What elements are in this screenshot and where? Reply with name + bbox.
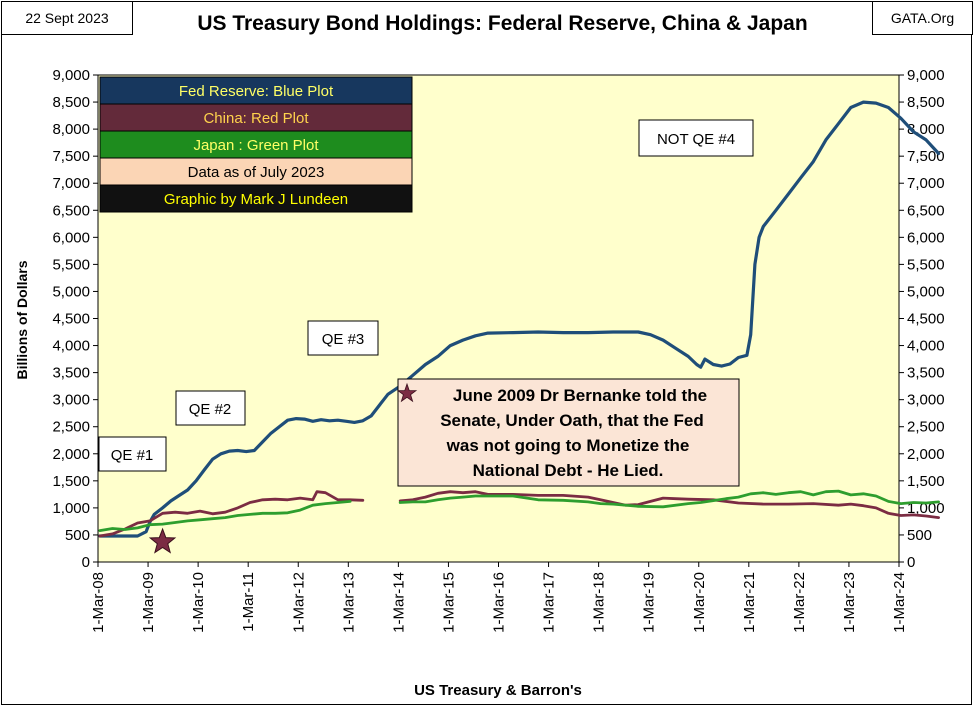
y-tick-label-right: 7,000 <box>907 175 945 192</box>
y-tick-label-left: 8,500 <box>52 94 90 111</box>
x-tick-label: 1-Mar-17 <box>541 572 558 633</box>
qe1-label: QE #1 <box>111 447 154 464</box>
y-tick-label-left: 6,000 <box>52 229 90 246</box>
x-tick-label: 1-Mar-22 <box>791 572 808 633</box>
series-line-japan <box>98 489 940 532</box>
legend-swatch <box>99 130 413 159</box>
y-tick-label-right: 4,500 <box>907 311 945 328</box>
y-axis-left: 0 500 1,000 1,500 2,000 2,500 3,000 3,500 4,000 4… <box>52 67 98 571</box>
bernanke-note: June 2009 Dr Bernanke told the Senate, U… <box>396 378 740 487</box>
x-tick-label: 1-Mar-15 <box>440 572 457 633</box>
series-line-fed-reserve <box>98 100 941 538</box>
bernanke-star-icon <box>148 527 177 554</box>
qe4-label: NOT QE #4 <box>657 131 735 148</box>
source-label: GATA.Org <box>872 1 973 35</box>
note-line-2: Senate, Under Oath, that the Fed <box>440 411 704 430</box>
y-tick-label-right: 1,500 <box>907 473 945 490</box>
y-tick-label-left: 7,500 <box>52 148 90 165</box>
x-tick-label: 1-Mar-14 <box>390 572 407 633</box>
y-tick-label-right: 3,500 <box>907 365 945 382</box>
y-tick-label-left: 4,500 <box>52 311 90 328</box>
qe3-label: QE #3 <box>322 331 365 348</box>
note-line-3: was not going to Monetize the <box>446 436 690 455</box>
y-tick-label-right: 500 <box>907 527 932 544</box>
y-tick-label-left: 500 <box>65 527 90 544</box>
y-tick-label-left: 3,000 <box>52 392 90 409</box>
y-tick-label-left: 2,500 <box>52 419 90 436</box>
legend-entry: Data as of July 2023 <box>188 164 325 181</box>
y-tick-label-left: 2,000 <box>52 446 90 463</box>
annotation-qe1: QE #1 <box>98 436 167 472</box>
x-axis: 1-Mar-08 1-Mar-09 1-Mar-10 1-Mar-11 1-Mar-12… <box>90 562 908 633</box>
legend-entry: Graphic by Mark J Lundeen <box>164 191 348 208</box>
annotation-qe4: NOT QE #4 <box>638 119 754 157</box>
y-axis-right: 0 500 1,000 1,500 2,000 2,500 3,000 3,500 4,000 4… <box>899 67 945 571</box>
x-tick-label: 1-Mar-12 <box>290 572 307 633</box>
x-tick-label: 1-Mar-08 <box>90 572 107 633</box>
y-tick-label-left: 4,000 <box>52 338 90 355</box>
note-star-icon <box>396 382 418 403</box>
y-tick-label-right: 6,500 <box>907 202 945 219</box>
y-tick-label-right: 4,000 <box>907 338 945 355</box>
legend-swatch <box>99 184 413 213</box>
date-label: 22 Sept 2023 <box>1 1 133 35</box>
note-line-4: National Debt - He Lied. <box>473 461 664 480</box>
y-tick-label-right: 5,000 <box>907 283 945 300</box>
qe2-label: QE #2 <box>189 401 232 418</box>
legend-entry: China: Red Plot <box>203 110 309 127</box>
legend-swatch <box>99 76 413 105</box>
x-tick-label: 1-Mar-11 <box>240 572 257 632</box>
y-tick-label-left: 6,500 <box>52 202 90 219</box>
y-tick-label-left: 0 <box>82 554 90 571</box>
x-tick-label: 1-Mar-23 <box>841 572 858 633</box>
x-axis-title: US Treasury & Barron's <box>414 682 582 699</box>
y-tick-label-left: 3,500 <box>52 365 90 382</box>
y-tick-label-left: 5,500 <box>52 256 90 273</box>
y-tick-label-right: 5,500 <box>907 256 945 273</box>
y-tick-label-right: 1,000 <box>907 500 945 517</box>
x-tick-label: 1-Mar-16 <box>491 572 508 633</box>
y-tick-label-right: 6,000 <box>907 229 945 246</box>
annotation-qe2: QE #2 <box>175 390 246 426</box>
x-tick-label: 1-Mar-24 <box>891 572 908 633</box>
legend-swatch <box>99 103 413 132</box>
y-tick-label-right: 9,000 <box>907 67 945 84</box>
legend: Fed Reserve: Blue Plot China: Red Plot Jap… <box>99 76 413 213</box>
x-tick-label: 1-Mar-13 <box>340 572 357 633</box>
y-tick-label-left: 1,500 <box>52 473 90 490</box>
annotation-qe3: QE #3 <box>307 320 379 356</box>
y-tick-label-left: 1,000 <box>52 500 90 517</box>
chart-title: US Treasury Bond Holdings: Federal Reser… <box>197 12 808 35</box>
y-tick-label-right: 8,500 <box>907 94 945 111</box>
x-tick-label: 1-Mar-20 <box>691 572 708 633</box>
y-tick-label-left: 9,000 <box>52 67 90 84</box>
series-line-china <box>98 490 940 538</box>
legend-entry: Fed Reserve: Blue Plot <box>179 83 334 100</box>
y-tick-label-right: 2,500 <box>907 419 945 436</box>
legend-swatch <box>99 157 413 186</box>
x-tick-label: 1-Mar-09 <box>140 572 157 633</box>
x-tick-label: 1-Mar-19 <box>641 572 658 633</box>
y-tick-label-left: 8,000 <box>52 121 90 138</box>
y-tick-label-left: 5,000 <box>52 283 90 300</box>
legend-entry: Japan : Green Plot <box>193 137 319 154</box>
series-layer <box>98 100 941 538</box>
y-tick-label-right: 0 <box>907 554 915 571</box>
y-tick-label-right: 7,500 <box>907 148 945 165</box>
note-line-1: June 2009 Dr Bernanke told the <box>453 386 707 405</box>
x-tick-label: 1-Mar-18 <box>591 572 608 633</box>
y-tick-label-right: 2,000 <box>907 446 945 463</box>
x-tick-label: 1-Mar-10 <box>190 572 207 633</box>
y-tick-label-left: 7,000 <box>52 175 90 192</box>
y-tick-label-right: 3,000 <box>907 392 945 409</box>
y-axis-title: Billions of Dollars <box>14 260 30 379</box>
x-tick-label: 1-Mar-21 <box>741 572 758 633</box>
